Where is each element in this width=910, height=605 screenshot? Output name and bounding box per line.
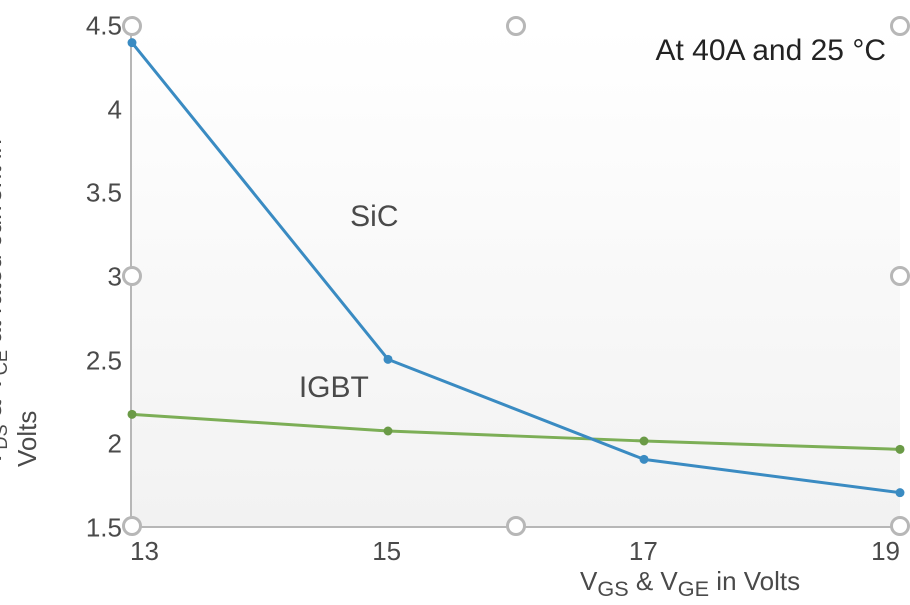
y-tick-label: 2 [108,429,122,460]
x-tick-label: 17 [629,536,658,567]
y-tick-label: 4 [108,94,122,125]
resize-handle-n[interactable] [506,16,526,36]
series-marker [640,437,649,446]
resize-handle-nw[interactable] [122,16,142,36]
y-tick-column: 1.522.533.544.5 [0,26,122,528]
condition-label: At 40A and 25 °C [656,34,887,68]
series-line [132,43,900,493]
series-marker [896,445,905,454]
x-tick-label: 13 [130,536,159,567]
series-marker [128,38,137,47]
x-axis-label: VGS & VGE in Volts [580,566,800,602]
series-line [132,414,900,449]
series-label-sic: SiC [350,200,398,234]
chart-container: VDS & VCE at rated current inVolts 1.522… [0,0,910,605]
resize-handle-se[interactable] [890,516,910,536]
series-marker [896,488,905,497]
y-tick-label: 1.5 [86,513,122,544]
y-tick-label: 3 [108,262,122,293]
y-tick-label: 3.5 [86,178,122,209]
x-tick-label: 15 [372,536,401,567]
resize-handle-w[interactable] [122,266,142,286]
y-tick-label: 4.5 [86,11,122,42]
x-tick-label: 19 [871,536,900,567]
resize-handle-e[interactable] [890,266,910,286]
resize-handle-s[interactable] [506,516,526,536]
series-marker [384,427,393,436]
plot-svg [132,26,900,526]
resize-handle-sw[interactable] [122,516,142,536]
series-marker [128,410,137,419]
resize-handle-ne[interactable] [890,16,910,36]
plot-area: SiC IGBT At 40A and 25 °C [130,26,900,528]
series-marker [640,455,649,464]
y-tick-label: 2.5 [86,345,122,376]
series-marker [384,355,393,364]
series-label-igbt: IGBT [299,371,369,405]
